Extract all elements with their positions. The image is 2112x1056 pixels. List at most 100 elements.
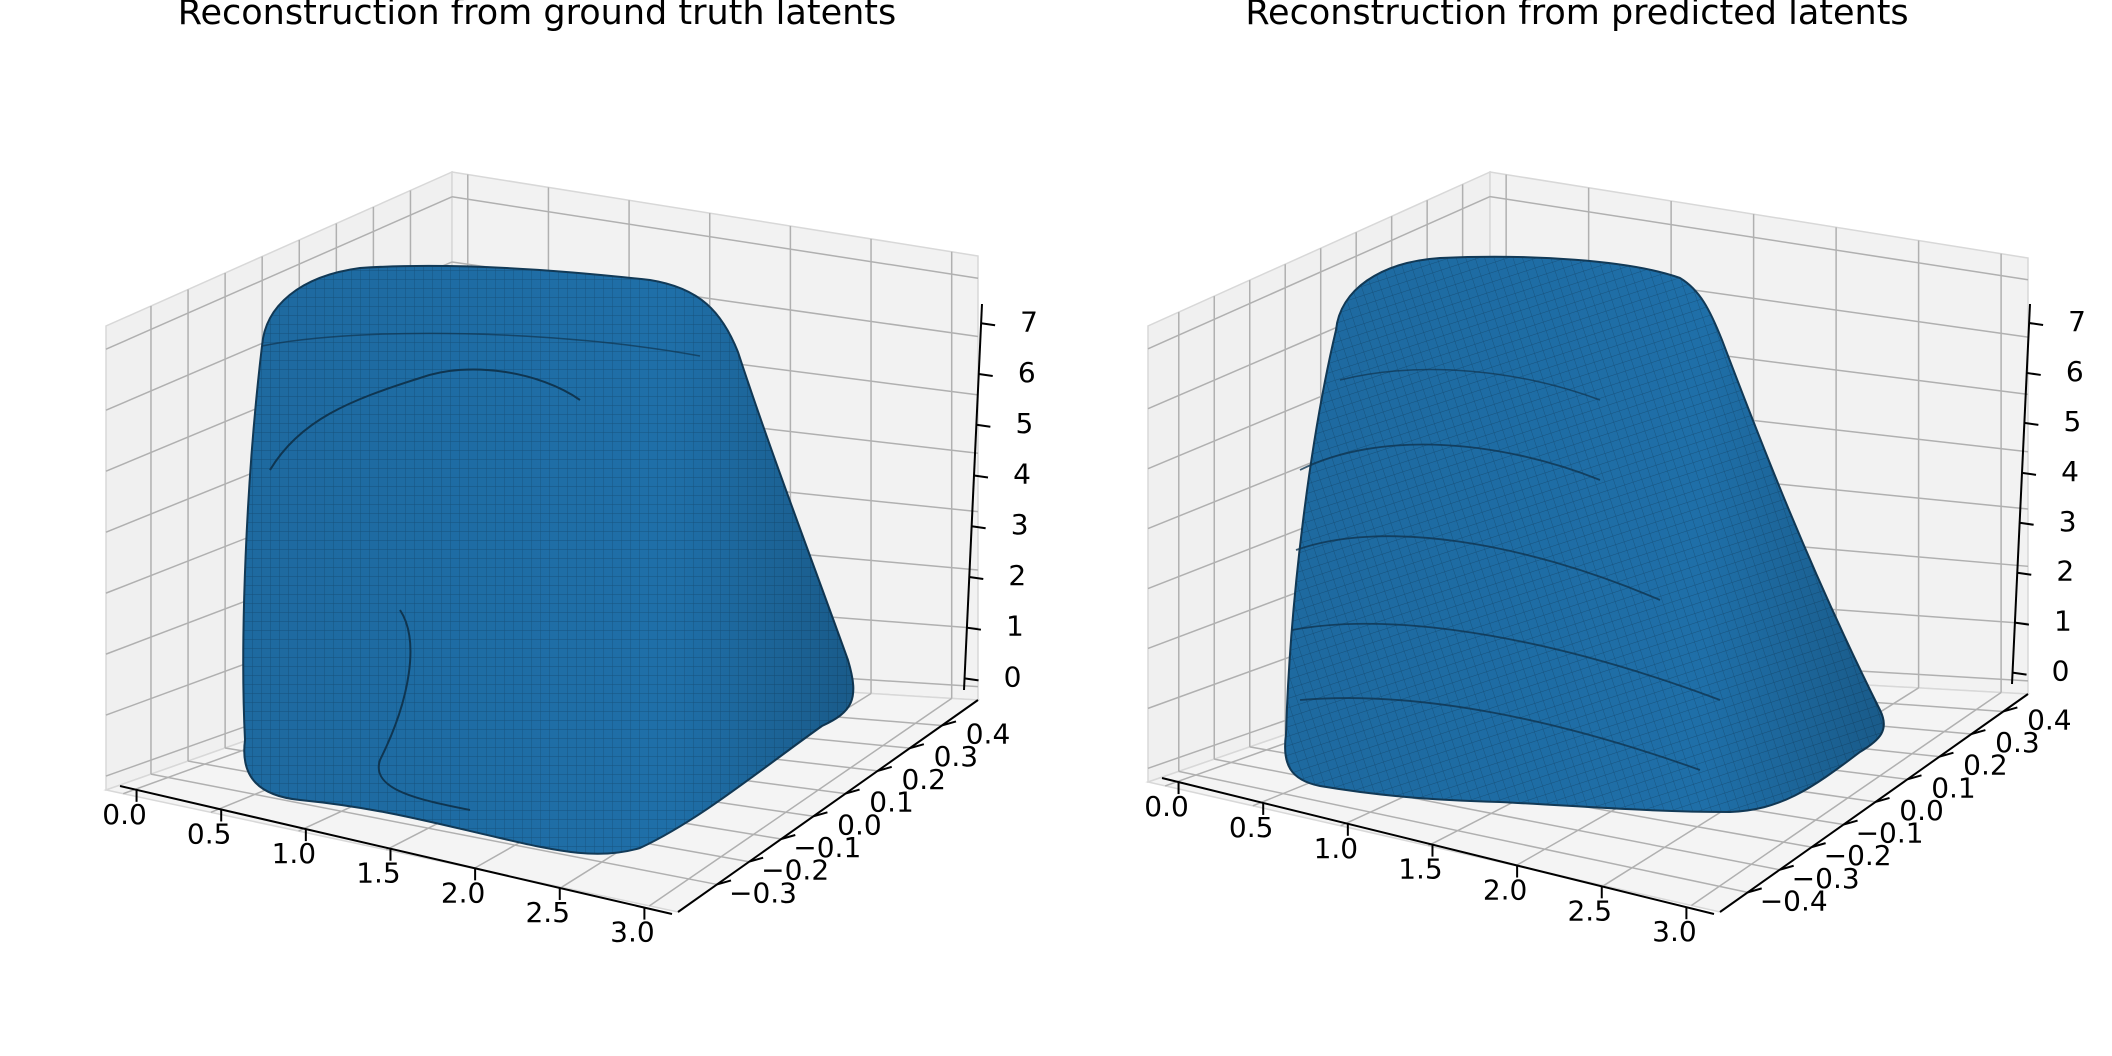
z-axis-tick-label: 7 <box>2068 305 2086 338</box>
y-axis-tick-label: −0.3 <box>729 876 797 909</box>
y-axis-tick-label: 0.4 <box>966 717 1011 750</box>
y-axis-tick-label: 0.0 <box>1899 794 1944 827</box>
grid-line <box>1489 195 2029 281</box>
z-axis-tick <box>980 322 996 327</box>
z-axis-tick-label: 2 <box>2056 555 2074 588</box>
z-axis-tick <box>2028 322 2044 326</box>
grid-line <box>1178 770 1748 894</box>
grid-line <box>150 773 718 886</box>
surface-contour <box>377 609 471 811</box>
z-axis-tick-label: 5 <box>2063 405 2081 438</box>
x-axis-tick-label: 3.0 <box>610 916 655 949</box>
y-axis-tick-label: 0.0 <box>837 808 882 841</box>
z-axis-tick <box>973 474 989 479</box>
y-axis-line <box>1719 693 2029 913</box>
y-axis-tick-label: −0.3 <box>1792 862 1860 895</box>
surface-contour <box>1299 697 1701 771</box>
x-axis-tick-label: 1.5 <box>356 857 401 890</box>
y-axis-tick-label: −0.1 <box>1856 817 1924 850</box>
y-axis-tick-label: 0.1 <box>869 786 914 819</box>
z-axis-tick-label: 4 <box>2061 455 2079 488</box>
surface-shading <box>1285 256 1884 812</box>
y-axis-tick-label: 0.2 <box>901 763 946 796</box>
y-axis-tick <box>781 834 796 840</box>
surface-contour <box>269 368 581 471</box>
z-axis-tick-label: 3 <box>2059 505 2077 538</box>
z-axis-tick <box>2019 521 2034 526</box>
y-axis-tick <box>748 856 764 863</box>
surface-contour <box>261 332 701 357</box>
z-axis-tick-label: 7 <box>1020 305 1038 338</box>
z-axis-tick-label: 1 <box>2054 605 2072 638</box>
y-axis-tick <box>1811 842 1826 849</box>
surface-contour <box>1295 535 1661 601</box>
z-axis-tick <box>976 423 991 428</box>
z-axis-line <box>2011 303 2031 685</box>
x-axis-line <box>1161 777 1715 915</box>
z-axis-tick-label: 4 <box>1013 457 1031 490</box>
y-axis-tick <box>2003 706 2018 713</box>
x-axis-tick-label: 1.0 <box>1314 832 1359 865</box>
grid-line <box>451 196 979 279</box>
surface-contour <box>1339 368 1601 401</box>
z-axis-tick <box>969 575 984 580</box>
surface-predicted <box>1284 255 1885 814</box>
z-axis-tick-label: 6 <box>2066 355 2084 388</box>
z-axis-tick <box>2017 571 2032 576</box>
surface-contour <box>1299 443 1601 481</box>
surface-contour <box>1291 622 1721 701</box>
z-axis-tick-label: 3 <box>1011 508 1029 541</box>
x-axis-tick-label: 0.5 <box>187 817 232 850</box>
y-axis-tick <box>1907 774 1922 781</box>
y-axis-tick <box>716 879 732 886</box>
y-axis-tick-label: 0.1 <box>1931 771 1976 804</box>
grid-line <box>105 196 453 350</box>
z-axis-tick-label: 1 <box>1006 610 1024 643</box>
z-axis-tick <box>2014 621 2030 626</box>
panel-ground-truth: Reconstruction from ground truth latents… <box>102 0 1038 949</box>
x-axis-tick-label: 2.0 <box>1483 873 1528 906</box>
y-axis-tick <box>1779 864 1794 871</box>
x-axis-tick-label: 2.5 <box>525 896 570 929</box>
panel-title-ground-truth: Reconstruction from ground truth latents <box>178 0 897 33</box>
x-axis-tick-label: 0.5 <box>1229 811 1274 844</box>
x-axis-tick-label: 2.0 <box>441 876 486 909</box>
z-axis-tick-label: 5 <box>1015 407 1033 440</box>
z-axis-tick <box>964 677 979 682</box>
y-axis-tick <box>1843 819 1858 826</box>
grid-line <box>1690 691 2002 907</box>
y-axis-tick <box>1875 796 1890 803</box>
y-axis-line <box>677 699 979 913</box>
z-axis-tick-label: 0 <box>2052 655 2070 688</box>
y-axis-tick <box>877 765 892 772</box>
surface-shading <box>243 265 854 854</box>
grid-line <box>1147 195 1491 350</box>
y-axis-tick <box>1747 887 1762 894</box>
z-axis-tick <box>2024 421 2039 426</box>
x-axis-tick-label: 1.0 <box>272 837 317 870</box>
y-axis-tick-label: −0.1 <box>793 831 861 864</box>
axes: 0.00.51.01.52.02.53.0−0.4−0.3−0.2−0.10.0… <box>1144 303 2086 948</box>
x-axis-tick-label: 0.0 <box>1144 790 1189 823</box>
z-axis-tick <box>2012 671 2027 676</box>
x-axis-tick-label: 1.5 <box>1398 853 1443 886</box>
y-axis-tick-label: −0.2 <box>761 854 829 887</box>
y-axis-tick-label: 0.4 <box>2027 703 2072 736</box>
z-axis-line <box>963 303 983 691</box>
z-axis-tick-label: 0 <box>1004 660 1022 693</box>
x-axis-tick-label: 2.5 <box>1567 894 1612 927</box>
x-axis-line <box>119 785 673 915</box>
z-axis-tick <box>978 373 993 378</box>
z-axis-tick <box>966 626 982 631</box>
y-axis-tick <box>813 811 828 818</box>
panel-predicted: Reconstruction from predicted latents 0.… <box>1144 0 2086 948</box>
y-axis-tick-label: −0.2 <box>1824 839 1892 872</box>
y-axis-tick-label: −0.4 <box>1760 884 1828 917</box>
y-axis-tick <box>1939 751 1954 758</box>
y-axis-tick <box>845 788 860 795</box>
surface-ground-truth <box>242 264 855 855</box>
y-axis-tick <box>1971 729 1986 736</box>
y-axis-tick-label: 0.2 <box>1963 749 2008 782</box>
z-axis-tick <box>2026 371 2041 376</box>
